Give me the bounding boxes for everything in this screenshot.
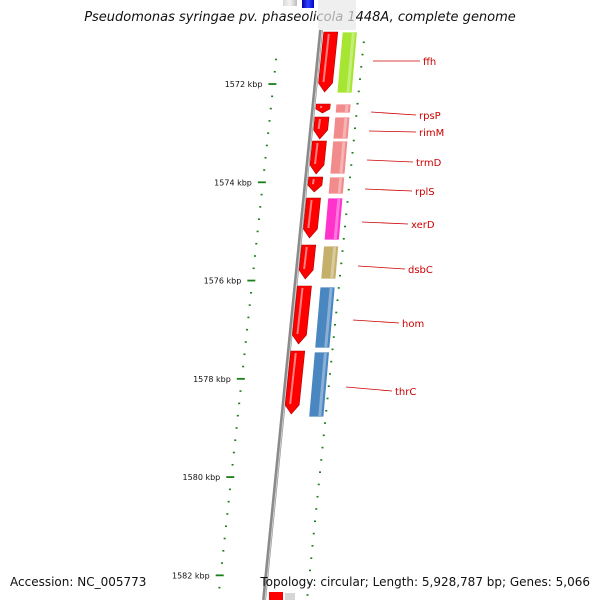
gene-label-dsbC[interactable]: dsbC: [408, 265, 433, 276]
cds-arrow-highlight: [307, 199, 313, 229]
cds-arrow-highlight: [311, 178, 315, 185]
leader-line-thrC: [345, 386, 393, 392]
gene-label-rplS[interactable]: rplS: [415, 187, 435, 198]
tick-label: 1580 kbp: [183, 473, 221, 482]
cds-arrow-highlight: [289, 352, 297, 405]
offscreen-feature-bottom-gray: [285, 593, 295, 600]
tick-label: 1574 kbp: [214, 178, 252, 187]
cds-arrow-rplS: [307, 176, 324, 193]
gene-label-thrC[interactable]: thrC: [395, 387, 416, 398]
gene-label-rimM[interactable]: rimM: [419, 128, 444, 139]
cds-arrow-highlight: [319, 105, 323, 109]
backbone-highlight: [264, 29, 323, 600]
gene-block-shine: [339, 141, 346, 174]
backbone-layer: [262, 0, 356, 600]
gene-label-ffh[interactable]: ffh: [423, 57, 436, 68]
gene-block-trmD: [329, 140, 349, 175]
tick-label: 1578 kbp: [193, 375, 231, 384]
gene-label-xerD[interactable]: xerD: [411, 220, 435, 231]
cds-arrow-highlight: [303, 246, 308, 270]
gene-block-thrC: [308, 351, 330, 418]
gene-label-hom[interactable]: hom: [402, 319, 424, 330]
gene-label-rpsP[interactable]: rpsP: [419, 111, 441, 122]
offscreen-feature-top-gray: [283, 0, 297, 6]
gene-block-shine: [346, 32, 355, 93]
genome-stats-text: Topology: circular; Length: 5,928,787 bp…: [260, 575, 590, 589]
gene-block-dsbC: [320, 245, 340, 280]
gene-block-xerD: [323, 197, 344, 241]
cds-arrow-highlight: [314, 142, 319, 165]
forward-strand-layer: [284, 31, 339, 415]
gene-block-shine: [344, 104, 349, 113]
cds-arrow-rimM: [313, 116, 330, 140]
cds-arrow-dsbC: [298, 244, 317, 280]
cds-arrow-highlight: [317, 118, 321, 130]
gene-color-layer: [308, 31, 358, 418]
leader-line-trmD: [366, 159, 414, 163]
gene-block-shine: [342, 117, 348, 139]
leader-line-rplS: [364, 188, 413, 192]
offscreen-feature-top-shadow: [318, 0, 356, 30]
gene-block-ffh: [336, 31, 358, 94]
genome-title: Pseudomonas syringae pv. phaseolicola 14…: [84, 10, 516, 25]
cds-arrow-xerD: [303, 197, 321, 239]
tick-label: 1572 kbp: [225, 80, 263, 89]
cds-arrow-trmD: [309, 140, 327, 175]
tick-label: 1582 kbp: [172, 571, 210, 580]
cds-arrow-highlight: [322, 33, 330, 83]
gene-block-shine: [333, 198, 341, 240]
accession-text: Accession: NC_005773: [10, 575, 147, 589]
offscreen-feature-bottom-red: [269, 592, 283, 600]
tick-label: 1576 kbp: [204, 277, 242, 286]
gene-labels: ffh rpsP rimM trmD rplS xerD dsbC hom thrC: [345, 57, 444, 398]
gene-block-rplS: [327, 176, 346, 195]
leader-line-rpsP: [370, 111, 417, 116]
leader-line-hom: [352, 319, 400, 324]
genome-backbone: [262, 29, 323, 600]
leader-line-dsbC: [357, 265, 406, 270]
gene-block-shine: [330, 246, 337, 279]
gene-block-shine: [324, 287, 333, 348]
gene-block-rimM: [332, 116, 351, 140]
gene-label-trmD[interactable]: trmD: [416, 158, 442, 169]
scale-ticks: 1572 kbp 1574 kbp 1576 kbp 1578 kbp 1580 kbp…: [172, 41, 365, 596]
leader-line-rimM: [368, 130, 417, 133]
leader-line-xerD: [361, 221, 409, 225]
cds-arrow-highlight: [296, 287, 304, 335]
gene-block-rpsP: [334, 103, 352, 114]
gene-block-shine: [318, 352, 327, 417]
gene-block-shine: [337, 177, 343, 194]
offscreen-feature-top-blue: [302, 0, 314, 8]
cds-arrow-rpsP: [315, 103, 331, 114]
gene-block-hom: [314, 286, 336, 349]
